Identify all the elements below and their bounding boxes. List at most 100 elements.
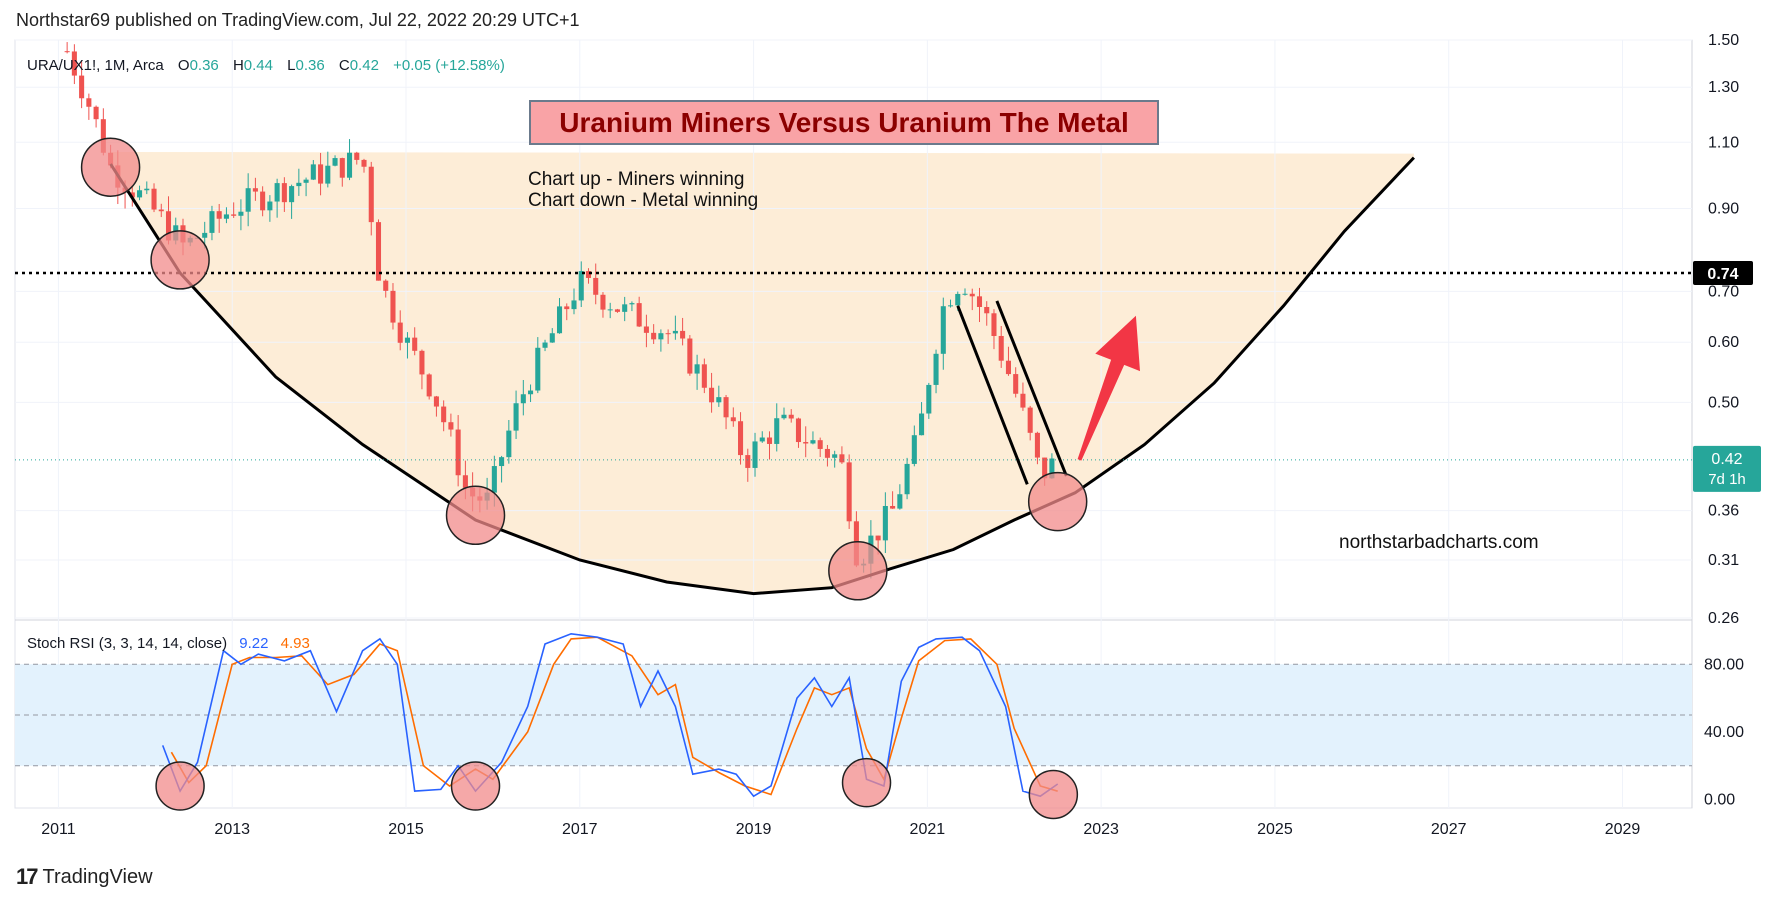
candle-body <box>774 418 780 444</box>
candle-body <box>955 293 961 306</box>
candle-body <box>383 280 389 291</box>
stoch-highlight-circle <box>1028 769 1079 820</box>
candle-body <box>433 396 439 407</box>
candle-body <box>585 271 592 278</box>
candle-body <box>651 332 657 340</box>
chart-title: Uranium Miners Versus Uranium The Metal <box>559 107 1129 138</box>
candle-body <box>216 211 222 219</box>
legend-high-value: 0.44 <box>244 57 273 74</box>
candle-body <box>984 306 990 314</box>
stoch-tick-label: 0.00 <box>1704 792 1735 809</box>
candle-body <box>151 188 157 210</box>
watermark-url: northstarbadcharts.com <box>1339 532 1539 553</box>
candle-body <box>310 164 316 180</box>
trendline[interactable] <box>995 300 1068 477</box>
legend-low-value: 0.36 <box>296 57 325 74</box>
candle-body <box>636 303 642 327</box>
candle-body <box>911 435 917 464</box>
note-line-2: Chart down - Metal winning <box>528 190 758 211</box>
candle-body <box>79 75 85 99</box>
legend-row: URA/UX1!, 1M, Arca O0.36 H0.44 L0.36 C0.… <box>27 57 505 74</box>
candle-body <box>260 191 266 211</box>
publisher-line: Northstar69 published on TradingView.com… <box>16 10 580 30</box>
candle-body <box>412 337 418 351</box>
candle-body <box>325 165 331 184</box>
candle-body <box>375 222 382 281</box>
stoch-legend: Stoch RSI (3, 3, 14, 14, close) 9.22 4.9… <box>27 635 310 652</box>
bar-countdown: 7d 1h <box>1708 471 1746 488</box>
candle-body <box>404 337 410 343</box>
candle-body <box>795 418 802 443</box>
candle-body <box>296 182 302 187</box>
price-tick-label: 1.10 <box>1708 134 1739 151</box>
candle-body <box>455 429 461 476</box>
candle-body <box>752 441 758 468</box>
candle-body <box>238 211 244 216</box>
level-price-tag <box>1693 261 1753 286</box>
price-tick-label: 0.70 <box>1708 283 1739 300</box>
legend-symbol: URA/UX1!, 1M, Arca <box>27 57 164 74</box>
candle-body <box>1049 458 1055 479</box>
candle-body <box>165 211 172 241</box>
candle-body <box>991 313 997 336</box>
highlight-circle <box>1027 471 1088 532</box>
candle-body <box>144 188 150 191</box>
candle-body <box>571 300 577 310</box>
candle-body <box>629 303 635 305</box>
candle-body <box>535 347 541 391</box>
candle-body <box>281 183 287 203</box>
candle-body <box>940 306 946 354</box>
candle-body <box>759 437 765 442</box>
candle-body <box>289 186 295 203</box>
candle-body <box>231 214 237 216</box>
candle-body <box>781 414 787 419</box>
candle-body <box>824 448 830 458</box>
price-tick-label: 0.90 <box>1708 200 1739 217</box>
candle-body <box>1042 457 1048 479</box>
stoch-highlight-circle <box>450 761 501 811</box>
candle-body <box>520 394 526 404</box>
candle-body <box>998 335 1004 361</box>
candle-body <box>745 455 751 468</box>
candle-body <box>919 413 925 436</box>
legend-close-value: 0.42 <box>350 57 379 74</box>
candle-body <box>716 397 722 403</box>
candle-body <box>803 442 809 444</box>
time-tick-label: 2013 <box>214 821 250 838</box>
candle-body <box>390 290 396 323</box>
candle-body <box>556 306 563 334</box>
candle-body <box>788 414 794 419</box>
trendline[interactable] <box>956 305 1029 485</box>
stoch-d-value: 4.93 <box>281 635 310 652</box>
candle-body <box>528 390 534 395</box>
candle-body <box>578 271 584 301</box>
legend-low-label: L <box>287 57 295 74</box>
time-tick-label: 2021 <box>910 821 946 838</box>
candle-body <box>687 338 693 374</box>
time-tick-label: 2027 <box>1431 821 1467 838</box>
candle-body <box>904 463 910 495</box>
candle-body <box>93 106 99 120</box>
candle-body <box>137 190 143 198</box>
candle-body <box>339 158 345 178</box>
candle-body <box>658 333 664 340</box>
candle-body <box>832 454 838 458</box>
stoch-legend-label: Stoch RSI (3, 3, 14, 14, close) <box>27 635 227 652</box>
highlight-circle <box>445 485 506 546</box>
candle-body <box>897 494 903 509</box>
candle-body <box>549 333 555 343</box>
candle-body <box>354 152 360 160</box>
tradingview-logo[interactable]: 17 TradingView <box>16 864 153 890</box>
candle-body <box>976 296 983 307</box>
candle-body <box>426 374 432 397</box>
candle-body <box>209 211 215 233</box>
candle-body <box>694 364 700 374</box>
highlight-circle <box>80 137 141 197</box>
legend-change: +0.05 (+12.58%) <box>393 57 505 74</box>
candle-body <box>513 403 519 431</box>
time-tick-label: 2015 <box>388 821 424 838</box>
candle-body <box>499 457 505 467</box>
stoch-tick-label: 40.00 <box>1704 724 1744 741</box>
